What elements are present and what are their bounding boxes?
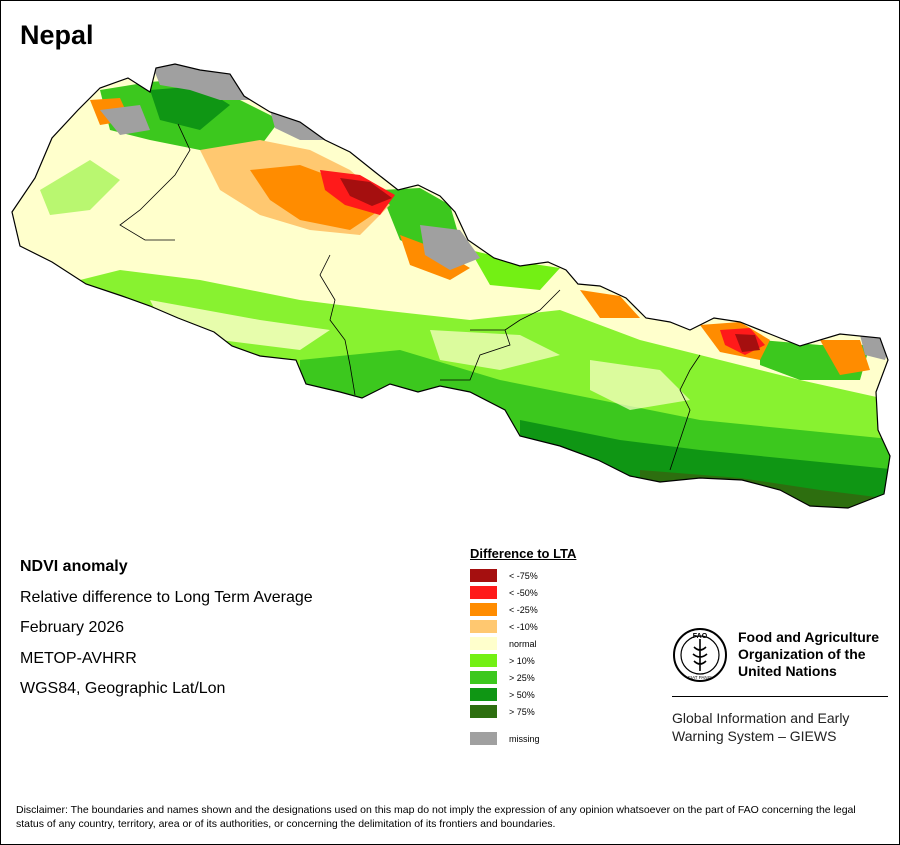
legend-item: > 10% [470, 652, 576, 669]
legend-label: > 10% [509, 655, 535, 666]
legend-swatch [470, 586, 497, 599]
legend-item: > 75% [470, 703, 576, 720]
legend-title: Difference to LTA [470, 546, 577, 561]
fao-name-line3: United Nations [738, 663, 837, 679]
nepal-ndvi-map [11, 63, 891, 509]
legend-label: < -10% [509, 621, 538, 632]
legend-label: normal [509, 638, 537, 649]
giews-line1: Global Information and Early [672, 710, 850, 726]
legend-label: < -25% [509, 604, 538, 615]
legend-item-missing: missing [470, 730, 576, 747]
fao-logo: FAO FIAT PANIS [673, 628, 727, 682]
legend-swatch [470, 637, 497, 650]
legend-item: < -10% [470, 618, 576, 635]
legend-item: < -50% [470, 584, 576, 601]
legend-item: < -25% [470, 601, 576, 618]
legend-classes: < -75% < -50% < -25% < -10% normal > 10% > 25%… [470, 567, 576, 720]
legend-swatch-missing [470, 732, 497, 745]
legend-swatch [470, 620, 497, 633]
giews-line2: Warning System – GIEWS [672, 728, 837, 744]
fao-logo-text: FAO [693, 633, 708, 640]
legend-item: > 25% [470, 669, 576, 686]
product-description: Relative difference to Long Term Average [20, 588, 313, 606]
legend-label: > 25% [509, 672, 535, 683]
legend: Difference to LTA < -75% < -50% < -25% < -1… [470, 546, 576, 747]
legend-item: < -75% [470, 567, 576, 584]
legend-label-missing: missing [509, 733, 540, 744]
legend-swatch [470, 569, 497, 582]
product-name: NDVI anomaly [20, 558, 128, 575]
legend-label: > 50% [509, 689, 535, 700]
fao-logo-motto: FIAT PANIS [688, 675, 712, 680]
period: February 2026 [20, 619, 125, 636]
disclaimer: Disclaimer: The boundaries and names sho… [16, 804, 856, 830]
sensor: METOP-AVHRR [20, 649, 137, 667]
legend-swatch [470, 654, 497, 667]
map-info: NDVI anomaly Relative difference to Long… [20, 552, 313, 705]
legend-label: < -50% [509, 587, 538, 598]
legend-item: normal [470, 635, 576, 652]
legend-swatch [470, 671, 497, 684]
map-title: Nepal [20, 20, 94, 50]
fao-name: Food and Agriculture Organization of the… [738, 629, 879, 680]
legend-swatch [470, 688, 497, 701]
giews-name: Global Information and Early Warning Sys… [672, 709, 849, 745]
fao-name-line1: Food and Agriculture [738, 629, 880, 645]
projection: WGS84, Geographic Lat/Lon [20, 680, 226, 697]
divider [672, 696, 888, 697]
legend-label: > 75% [509, 706, 535, 717]
legend-swatch [470, 705, 497, 718]
legend-label: < -75% [509, 570, 538, 581]
legend-item: > 50% [470, 686, 576, 703]
fao-name-line2: Organization of the [738, 646, 866, 662]
legend-swatch [470, 603, 497, 616]
